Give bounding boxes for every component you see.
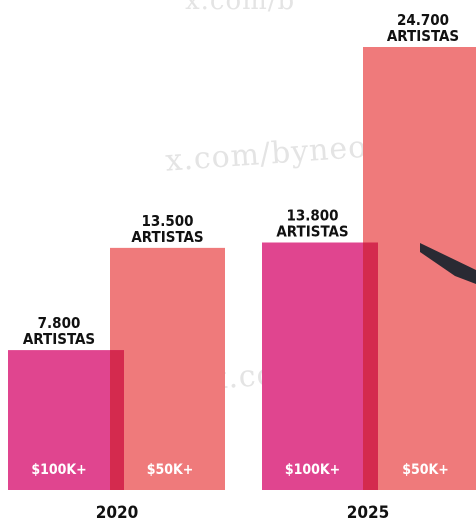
value-unit-label-100k-2025: ARTISTAS [276, 222, 348, 240]
bar-overlap-2025 [363, 242, 378, 490]
guitar-neck-decoration [420, 243, 476, 284]
bar-label-50k-2020: $50K+ [147, 462, 194, 478]
value-label-50k-2025: 24.700 [397, 11, 449, 29]
value-unit-label-100k-2020: ARTISTAS [23, 330, 95, 348]
bar-label-50k-2025: $50K+ [402, 462, 449, 478]
x-tick-label-2020: 2020 [96, 503, 139, 521]
value-unit-label-50k-2025: ARTISTAS [387, 27, 459, 45]
value-label-100k-2025: 13.800 [286, 206, 338, 224]
bar-overlap-2020 [110, 350, 124, 490]
x-tick-label-2025: 2025 [347, 503, 390, 521]
value-label-100k-2020: 7.800 [38, 314, 81, 332]
bar-label-100k-2025: $100K+ [285, 462, 340, 478]
bar-100k-2025 [262, 242, 378, 490]
bar-label-100k-2020: $100K+ [31, 462, 86, 478]
bar-50k-2020 [110, 247, 225, 490]
bar-100k-2020 [8, 350, 124, 490]
value-unit-label-50k-2020: ARTISTAS [131, 228, 203, 246]
value-label-50k-2020: 13.500 [141, 212, 193, 230]
